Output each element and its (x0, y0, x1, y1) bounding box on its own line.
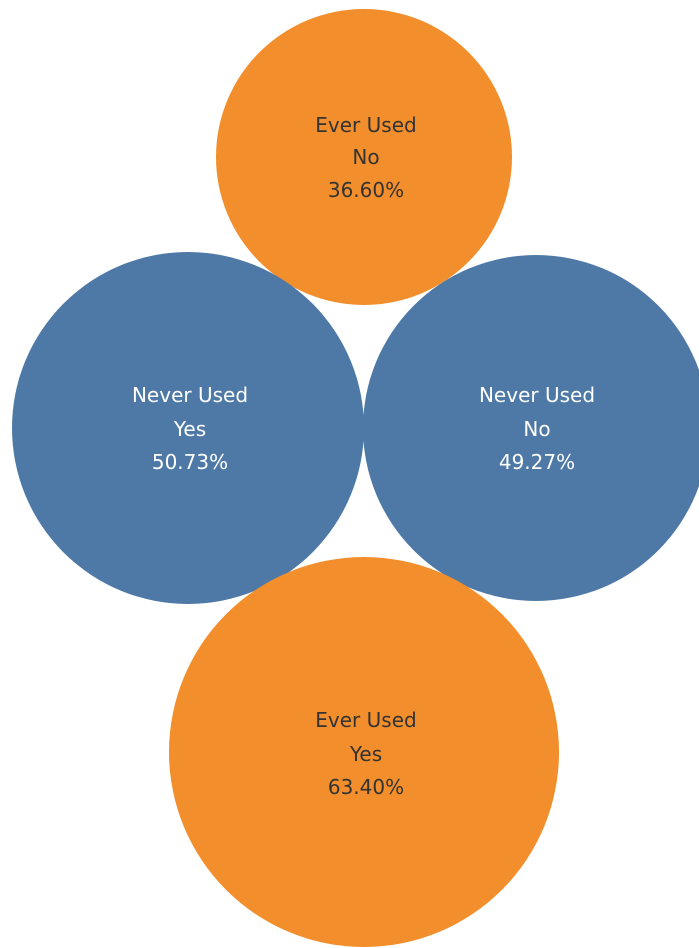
bubble-group-label: Never Used (132, 383, 248, 407)
bubble-answer-label: Yes (349, 742, 382, 766)
bubble-ever-used-no[interactable]: Ever Used No 36.60% (216, 9, 512, 305)
bubble-circle (216, 9, 512, 305)
bubble-ever-used-yes[interactable]: Ever Used Yes 63.40% (169, 557, 559, 947)
bubble-answer-label: No (523, 417, 550, 441)
bubble-group-label: Never Used (479, 383, 595, 407)
bubble-group-label: Ever Used (315, 708, 416, 732)
bubble-answer-label: No (352, 145, 379, 169)
bubble-group-label: Ever Used (315, 113, 416, 137)
bubble-percent-label: 36.60% (328, 178, 404, 202)
bubble-circle (169, 557, 559, 947)
bubble-percent-label: 63.40% (328, 775, 404, 799)
bubble-circle (363, 255, 699, 601)
bubble-percent-label: 49.27% (499, 450, 575, 474)
bubble-circle (12, 252, 364, 604)
bubble-never-used-yes[interactable]: Never Used Yes 50.73% (12, 252, 364, 604)
bubble-answer-label: Yes (173, 417, 206, 441)
bubble-percent-label: 50.73% (152, 450, 228, 474)
bubble-never-used-no[interactable]: Never Used No 49.27% (363, 255, 699, 601)
